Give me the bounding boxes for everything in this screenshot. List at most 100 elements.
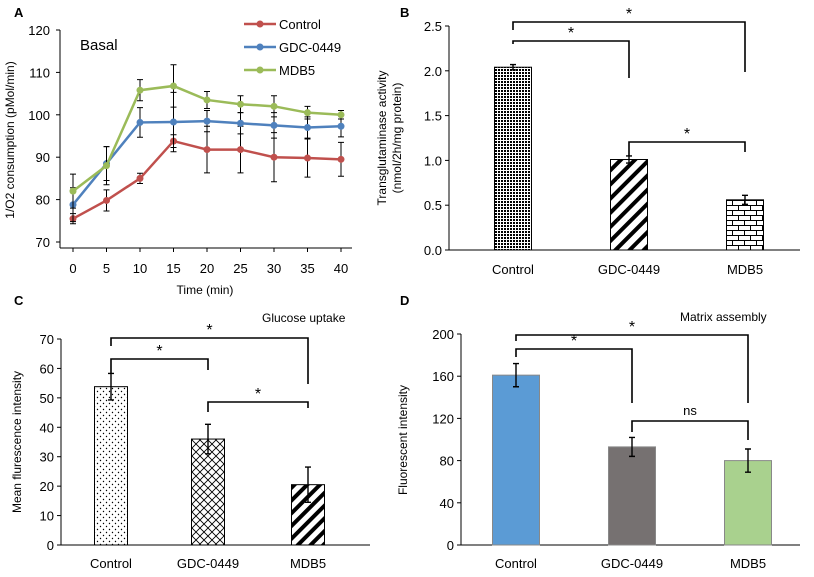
panel-c-title: Glucose uptake (262, 311, 346, 325)
error-bar-mdb5 (742, 194, 748, 206)
significance-bracket (110, 358, 209, 373)
data-point-mdb5 (237, 100, 244, 108)
panel-b-y-axis-label-line2: (nmol/2h/mg protein) (390, 83, 404, 194)
panel-d-y-tick-label: 120 (432, 411, 454, 426)
legend-label-gdc-0449: GDC-0449 (279, 40, 341, 55)
bar-gdc-0449 (191, 438, 225, 546)
significance-label: * (684, 126, 690, 143)
panel-c-y-tick-label: 50 (40, 391, 54, 406)
panel-b-y-tick-label: 0.0 (424, 243, 442, 258)
panel-a-x-tick-label: 30 (267, 261, 281, 276)
panel-a-y-tick-label: 100 (28, 108, 50, 123)
panel-c-y-axis-label: Mean flurescence intensity (10, 371, 24, 513)
bar-control (494, 66, 532, 251)
significance-bracket (512, 40, 630, 78)
significance-bracket (207, 401, 309, 412)
panel-b-y-tick-label: 0.5 (424, 198, 442, 213)
panel-a-annotation: Basal (80, 37, 118, 54)
significance-label: * (629, 319, 635, 336)
panel-a-x-tick-label: 20 (200, 261, 214, 276)
error-bar-gdc-0449 (205, 423, 211, 455)
panel-a-y-tick-label: 70 (36, 235, 50, 250)
legend-label-control: Control (279, 17, 321, 32)
panel-d-y-axis-label: Fluorescent intensity (396, 385, 410, 495)
data-point-control (270, 153, 278, 161)
significance-bracket (515, 334, 749, 403)
significance-label: * (255, 386, 261, 403)
error-bar-mdb5 (305, 466, 311, 504)
panel-d-y-tick-label: 0 (447, 538, 454, 553)
panel-a-x-tick-label: 35 (300, 261, 314, 276)
panel-b-y-axis-label-line1: Transglutaminase activity (375, 71, 389, 206)
data-point-mdb5 (136, 86, 144, 94)
panel-a-x-tick-label: 25 (233, 261, 247, 276)
bar-control (94, 386, 128, 546)
panel-c-y-tick-label: 40 (40, 420, 54, 435)
data-point-mdb5 (170, 82, 177, 90)
panel-a-x-axis-label: Time (min) (177, 283, 234, 297)
data-point-gdc-0449 (270, 121, 278, 129)
panel-d-y-tick-label: 200 (432, 327, 454, 342)
panel-d-title: Matrix assembly (680, 310, 767, 324)
data-point-control (103, 196, 110, 204)
panel-d-y-tick-label: 40 (440, 496, 454, 511)
x-tick-label-mdb5: MDB5 (290, 556, 326, 571)
significance-label: * (571, 333, 577, 350)
panel-a-y-tick-label: 90 (36, 150, 50, 165)
legend-label-mdb5: MDB5 (279, 63, 315, 78)
data-point-gdc-0449 (237, 119, 244, 127)
panel-c-y-tick-label: 70 (40, 332, 54, 347)
data-point-control (203, 146, 211, 154)
bar-gdc-0449 (608, 446, 656, 546)
significance-label: ns (683, 403, 697, 418)
error-bar-control (108, 372, 114, 401)
x-tick-label-control: Control (495, 556, 537, 571)
significance-label: * (626, 6, 632, 23)
panel-label-b: B (400, 5, 409, 20)
legend-marker-control (256, 20, 264, 28)
data-point-control (304, 154, 311, 162)
significance-label: * (156, 343, 162, 360)
significance-label: * (568, 25, 574, 42)
x-tick-label-gdc-0449: GDC-0449 (598, 262, 660, 277)
x-tick-label-mdb5: MDB5 (727, 262, 763, 277)
panel-a-y-tick-label: 80 (36, 193, 50, 208)
panel-a-line-chart: 70 80 90 100 110 120 0 5 10 15 20 25 30 35 40 Control… (3, 17, 352, 297)
significance-bracket (110, 337, 309, 384)
error-bar-control (510, 63, 516, 71)
significance-bracket (512, 21, 746, 72)
data-point-mdb5 (203, 96, 211, 104)
error-bar-gdc-0449 (629, 436, 635, 458)
data-point-control (237, 146, 244, 154)
panel-a-x-tick-label: 0 (69, 261, 76, 276)
panel-c-y-tick-label: 30 (40, 450, 54, 465)
x-tick-label-control: Control (492, 262, 534, 277)
legend-marker-mdb5 (256, 66, 264, 74)
panel-d-y-tick-label: 80 (440, 454, 454, 469)
bar-gdc-0449 (610, 159, 648, 251)
panel-a-x-tick-label: 10 (133, 261, 147, 276)
panel-b-y-tick-label: 1.5 (424, 109, 442, 124)
data-point-control (136, 174, 144, 182)
bar-control (492, 374, 540, 546)
panel-c-y-tick-label: 20 (40, 479, 54, 494)
data-point-mdb5 (103, 162, 110, 170)
panel-d-y-tick-label: 160 (432, 369, 454, 384)
bar-mdb5 (724, 460, 772, 546)
significance-bracket (628, 141, 746, 156)
data-point-mdb5 (69, 187, 77, 195)
data-point-mdb5 (337, 111, 345, 119)
data-point-gdc-0449 (337, 122, 345, 130)
bar-mdb5 (726, 199, 764, 251)
panel-c-y-tick-label: 60 (40, 361, 54, 376)
significance-bracket (631, 420, 749, 440)
x-tick-label-control: Control (90, 556, 132, 571)
panel-label-a: A (14, 5, 24, 20)
panel-a-y-axis-label: 1/O2 consumption (pMol/min) (3, 61, 17, 218)
significance-label: * (206, 322, 212, 339)
significance-bracket (515, 348, 633, 403)
legend-marker-gdc-0449 (256, 43, 264, 51)
panel-b-y-tick-label: 2.0 (424, 64, 442, 79)
